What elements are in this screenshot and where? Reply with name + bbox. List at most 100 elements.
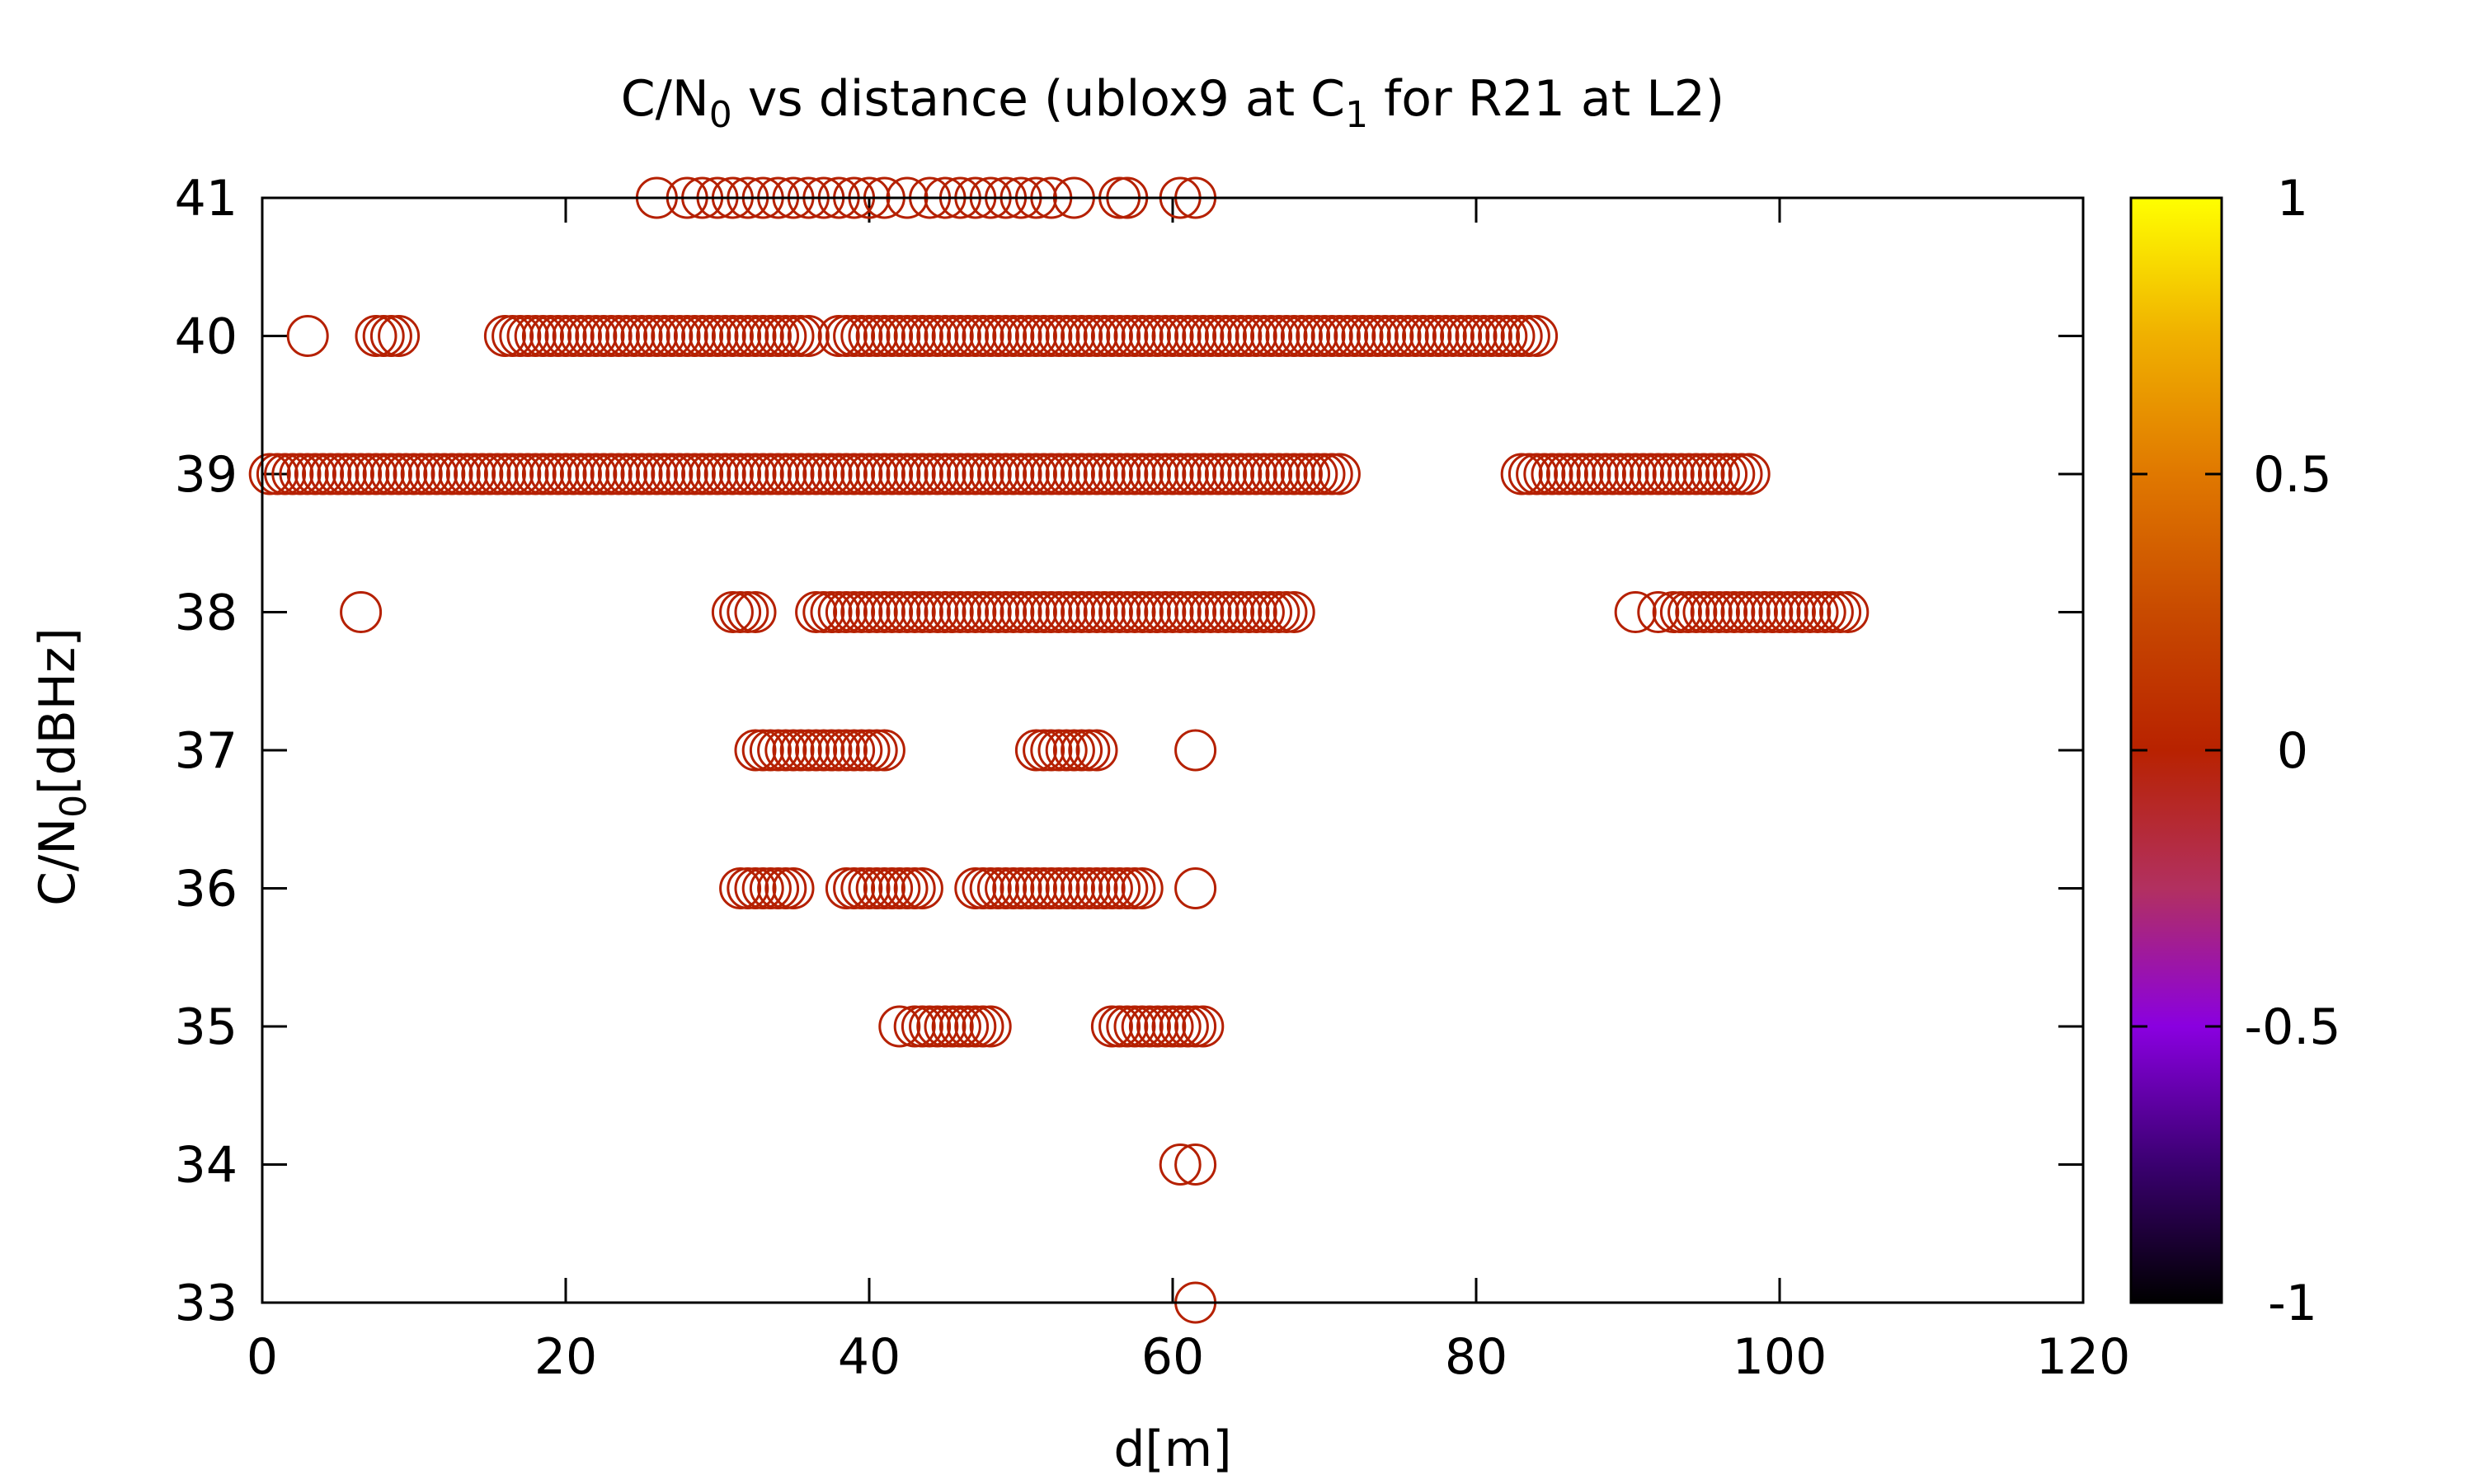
data-point (1030, 453, 1073, 495)
data-point (749, 453, 792, 495)
data-point (938, 591, 981, 633)
data-point (893, 1005, 936, 1048)
x-tick-label: 0 (247, 1328, 278, 1386)
data-point (544, 315, 587, 357)
data-point (749, 315, 792, 357)
data-point (492, 315, 534, 357)
data-point (1174, 591, 1217, 633)
data-point (924, 315, 967, 357)
data-point (1235, 591, 1277, 633)
colorbar-tick-label: 1 (2277, 170, 2308, 228)
data-point (719, 453, 762, 495)
data-point (1174, 1144, 1217, 1186)
data-point (1174, 453, 1217, 495)
data-point (1075, 729, 1118, 772)
data-point (711, 453, 754, 495)
data-point (893, 453, 936, 495)
data-point (1697, 591, 1740, 633)
data-point (1174, 867, 1217, 909)
data-point (749, 729, 792, 772)
data-point (1037, 867, 1080, 909)
data-point (954, 1005, 997, 1048)
data-point (931, 453, 974, 495)
data-point (1061, 453, 1103, 495)
data-point (1432, 315, 1475, 357)
data-point (1379, 315, 1422, 357)
data-point (1326, 315, 1369, 357)
data-point (1417, 315, 1460, 357)
data-point (1682, 453, 1725, 495)
data-point (340, 591, 383, 633)
data-point (1758, 591, 1801, 633)
data-point (1690, 591, 1733, 633)
data-point (787, 315, 830, 357)
data-point (1258, 315, 1300, 357)
data-point (1159, 591, 1202, 633)
data-point (1045, 729, 1088, 772)
data-point (590, 453, 633, 495)
data-point (1569, 453, 1611, 495)
data-point (863, 315, 905, 357)
data-point (643, 315, 686, 357)
data-point (1507, 453, 1550, 495)
data-point (1212, 453, 1255, 495)
data-point (1303, 315, 1346, 357)
data-point (1272, 453, 1315, 495)
data-point (757, 729, 800, 772)
data-point (947, 1005, 990, 1048)
data-point (1682, 591, 1725, 633)
data-point (696, 315, 739, 357)
data-point (1090, 867, 1133, 909)
data-point (1554, 453, 1597, 495)
data-point (1614, 453, 1657, 495)
data-point (810, 591, 853, 633)
data-point (317, 453, 360, 495)
data-point (1773, 591, 1816, 633)
data-point (1030, 315, 1073, 357)
data-point (1136, 453, 1179, 495)
data-point (1781, 591, 1824, 633)
data-point (833, 591, 876, 633)
data-point (1068, 315, 1111, 357)
data-point (582, 453, 625, 495)
data-point (302, 453, 345, 495)
data-point (1720, 453, 1763, 495)
y-tick-label: 37 (175, 722, 238, 780)
data-point (1424, 315, 1467, 357)
x-axis-label: d[m] (1113, 1421, 1231, 1478)
data-point (1250, 591, 1293, 633)
data-point (878, 453, 921, 495)
data-point (855, 453, 898, 495)
data-point (506, 453, 549, 495)
data-point (1197, 453, 1239, 495)
data-point (1258, 453, 1300, 495)
data-point (931, 591, 974, 633)
data-point (976, 315, 1019, 357)
data-point (719, 867, 762, 909)
data-point (757, 315, 800, 357)
data-point (817, 729, 860, 772)
data-point (976, 591, 1019, 633)
data-point (1090, 453, 1133, 495)
data-point (1204, 453, 1247, 495)
data-point (1242, 315, 1285, 357)
data-point (514, 453, 557, 495)
data-point (1220, 591, 1263, 633)
data-point (741, 867, 784, 909)
data-point (369, 453, 412, 495)
data-point (1288, 315, 1331, 357)
data-point (999, 867, 1042, 909)
data-point (1296, 315, 1338, 357)
data-point (1227, 591, 1270, 633)
data-point (1068, 867, 1111, 909)
data-point (901, 315, 943, 357)
data-point (1242, 453, 1285, 495)
data-point (727, 867, 769, 909)
data-point (1630, 453, 1672, 495)
data-point (871, 453, 914, 495)
data-point (1121, 453, 1164, 495)
data-point (1098, 453, 1141, 495)
data-point (779, 453, 822, 495)
data-point (1136, 591, 1179, 633)
data-point (499, 453, 542, 495)
